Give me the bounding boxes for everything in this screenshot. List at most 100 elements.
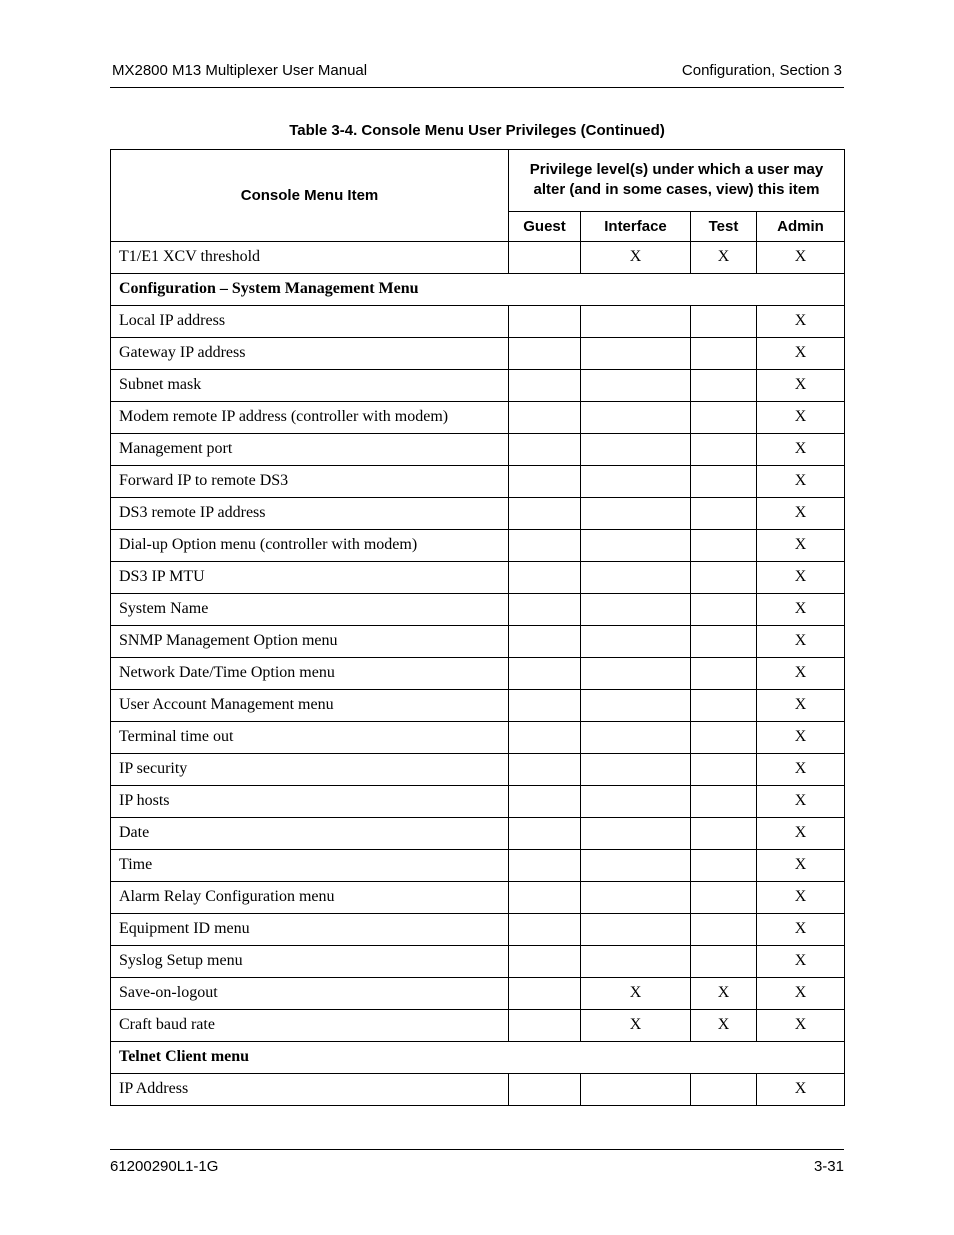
- test-cell: [691, 337, 757, 369]
- guest-cell: [509, 561, 581, 593]
- guest-cell: [509, 945, 581, 977]
- interface-cell: [581, 945, 691, 977]
- menu-item-cell: Time: [111, 849, 509, 881]
- interface-cell: [581, 817, 691, 849]
- table-row: DS3 remote IP address X: [111, 497, 845, 529]
- table-head: Console Menu Item Privilege level(s) und…: [111, 150, 845, 242]
- table-row: System Name X: [111, 593, 845, 625]
- table-row: Forward IP to remote DS3X: [111, 465, 845, 497]
- col-header-test: Test: [691, 211, 757, 241]
- admin-cell: X: [757, 1009, 845, 1041]
- test-cell: [691, 881, 757, 913]
- test-cell: [691, 529, 757, 561]
- admin-cell: X: [757, 657, 845, 689]
- test-cell: [691, 657, 757, 689]
- table-row: IP AddressX: [111, 1073, 845, 1105]
- test-cell: [691, 849, 757, 881]
- interface-cell: [581, 465, 691, 497]
- table-row: Date X: [111, 817, 845, 849]
- guest-cell: [509, 433, 581, 465]
- page: MX2800 M13 Multiplexer User Manual Confi…: [0, 0, 954, 1235]
- admin-cell: X: [757, 849, 845, 881]
- section-header-cell: Telnet Client menu: [111, 1041, 845, 1073]
- admin-cell: X: [757, 433, 845, 465]
- col-header-guest: Guest: [509, 211, 581, 241]
- guest-cell: [509, 497, 581, 529]
- footer-right: 3-31: [814, 1158, 844, 1175]
- col-header-privilege-levels: Privilege level(s) under which a user ma…: [509, 150, 845, 212]
- admin-cell: X: [757, 401, 845, 433]
- menu-item-cell: Terminal time out: [111, 721, 509, 753]
- footer-row: 61200290L1-1G 3-31: [110, 1158, 844, 1175]
- admin-cell: X: [757, 721, 845, 753]
- col-header-menu-item: Console Menu Item: [111, 150, 509, 242]
- test-cell: X: [691, 1009, 757, 1041]
- table-row: Subnet maskX: [111, 369, 845, 401]
- table-row: Save-on-logoutXXX: [111, 977, 845, 1009]
- menu-item-cell: Alarm Relay Configuration menu: [111, 881, 509, 913]
- guest-cell: [509, 785, 581, 817]
- interface-cell: [581, 689, 691, 721]
- table-row: Gateway IP addressX: [111, 337, 845, 369]
- admin-cell: X: [757, 241, 845, 273]
- page-header: MX2800 M13 Multiplexer User Manual Confi…: [110, 62, 844, 87]
- admin-cell: X: [757, 913, 845, 945]
- guest-cell: [509, 753, 581, 785]
- guest-cell: [509, 465, 581, 497]
- guest-cell: [509, 1009, 581, 1041]
- interface-cell: X: [581, 241, 691, 273]
- admin-cell: X: [757, 625, 845, 657]
- admin-cell: X: [757, 753, 845, 785]
- table-row: Telnet Client menu: [111, 1041, 845, 1073]
- interface-cell: X: [581, 1009, 691, 1041]
- table-head-row-1: Console Menu Item Privilege level(s) und…: [111, 150, 845, 212]
- guest-cell: [509, 817, 581, 849]
- interface-cell: [581, 593, 691, 625]
- admin-cell: X: [757, 305, 845, 337]
- table-row: DS3 IP MTU X: [111, 561, 845, 593]
- menu-item-cell: DS3 IP MTU: [111, 561, 509, 593]
- menu-item-cell: System Name: [111, 593, 509, 625]
- admin-cell: X: [757, 465, 845, 497]
- guest-cell: [509, 1073, 581, 1105]
- guest-cell: [509, 337, 581, 369]
- header-left: MX2800 M13 Multiplexer User Manual: [112, 62, 367, 79]
- menu-item-cell: Dial-up Option menu (controller with mod…: [111, 529, 509, 561]
- menu-item-cell: Subnet mask: [111, 369, 509, 401]
- table-row: Terminal time out X: [111, 721, 845, 753]
- test-cell: [691, 625, 757, 657]
- section-header-cell: Configuration – System Management Menu: [111, 273, 845, 305]
- admin-cell: X: [757, 497, 845, 529]
- interface-cell: [581, 305, 691, 337]
- interface-cell: [581, 849, 691, 881]
- menu-item-cell: T1/E1 XCV threshold: [111, 241, 509, 273]
- guest-cell: [509, 657, 581, 689]
- table-row: Management portX: [111, 433, 845, 465]
- privileges-table: Console Menu Item Privilege level(s) und…: [110, 149, 845, 1106]
- table-row: Alarm Relay Configuration menuX: [111, 881, 845, 913]
- menu-item-cell: Modem remote IP address (controller with…: [111, 401, 509, 433]
- test-cell: [691, 689, 757, 721]
- test-cell: X: [691, 977, 757, 1009]
- test-cell: [691, 561, 757, 593]
- interface-cell: [581, 625, 691, 657]
- interface-cell: [581, 401, 691, 433]
- test-cell: [691, 817, 757, 849]
- admin-cell: X: [757, 817, 845, 849]
- table-row: Network Date/Time Option menuX: [111, 657, 845, 689]
- guest-cell: [509, 913, 581, 945]
- test-cell: [691, 785, 757, 817]
- guest-cell: [509, 241, 581, 273]
- table-row: IP securityX: [111, 753, 845, 785]
- footer-left: 61200290L1-1G: [110, 1158, 218, 1175]
- table-caption: Table 3-4. Console Menu User Privileges …: [110, 122, 844, 139]
- menu-item-cell: DS3 remote IP address: [111, 497, 509, 529]
- table-row: Syslog Setup menuX: [111, 945, 845, 977]
- menu-item-cell: Date: [111, 817, 509, 849]
- table-row: Craft baud rateXXX: [111, 1009, 845, 1041]
- interface-cell: [581, 433, 691, 465]
- admin-cell: X: [757, 593, 845, 625]
- table-row: Modem remote IP address (controller with…: [111, 401, 845, 433]
- admin-cell: X: [757, 561, 845, 593]
- guest-cell: [509, 689, 581, 721]
